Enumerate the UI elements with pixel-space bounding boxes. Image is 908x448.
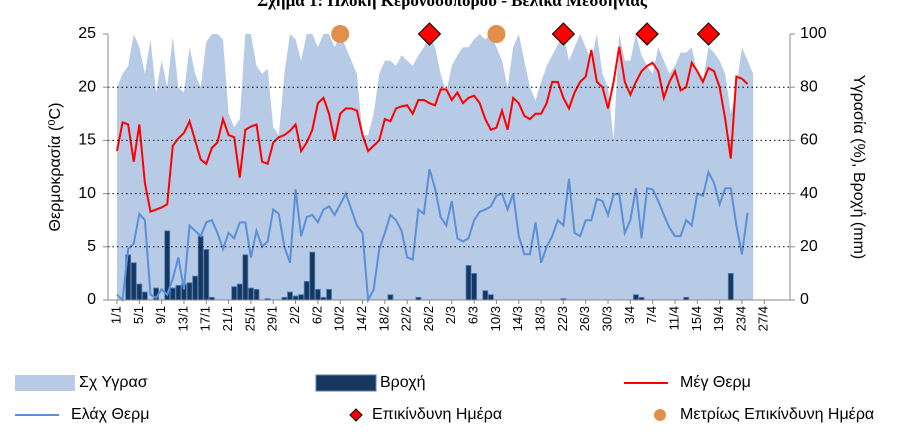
bar: [248, 287, 254, 301]
x-tick-label: 10/3: [488, 306, 503, 331]
bar: [314, 288, 321, 301]
bar: [465, 265, 472, 301]
bar: [727, 272, 734, 301]
bar: [387, 294, 394, 301]
y2-tick-label: 40: [800, 185, 818, 202]
x-tick-label: 22/2: [399, 306, 414, 331]
legend-swatch: [15, 375, 75, 391]
x-tick-label: 10/2: [332, 306, 347, 331]
legend-label: Βροχή: [380, 374, 426, 391]
legend-label: Μετρίως Επικίνδυνη Ημέρα: [680, 406, 874, 423]
x-tick-label: 25/1: [242, 306, 257, 331]
y2-tick-label: 0: [800, 291, 809, 308]
x-tick-label: 26/2: [421, 306, 436, 331]
legend-label: Σχ Υγρασ: [79, 374, 148, 391]
bar: [169, 287, 176, 301]
x-tick-label: 14/2: [354, 306, 369, 331]
x-tick-label: 15/4: [689, 306, 704, 331]
bar: [298, 294, 305, 301]
bar: [633, 294, 639, 301]
x-tick-label: 1/1: [108, 306, 123, 324]
x-tick-label: 5/1: [131, 306, 146, 324]
bar: [309, 251, 316, 301]
y2-tick-label: 80: [800, 78, 818, 95]
bar: [471, 272, 478, 301]
bar: [253, 288, 260, 301]
y-tick-label: 5: [87, 238, 96, 255]
x-tick-label: 30/3: [599, 306, 614, 331]
circle-marker: [487, 25, 506, 43]
plot-area: [116, 22, 754, 304]
legend-label: Επικίνδυνη Ημέρα: [372, 406, 502, 423]
x-tick-label: 3/4: [622, 306, 637, 324]
y-tick-label: 20: [78, 78, 96, 95]
line: [116, 168, 749, 304]
x-tick-label: 26/3: [577, 306, 592, 331]
bar: [326, 288, 332, 301]
chart-title: Σχήμα 1: Πλοκή Κερονοσοπόρου - Βέλικα Με…: [257, 0, 648, 10]
bar: [141, 291, 148, 301]
bar: [287, 291, 293, 301]
y2-tick-label: 100: [800, 25, 827, 42]
y2-tick-label: 20: [800, 238, 818, 255]
x-tick-label: 21/1: [220, 306, 235, 331]
y-axis-title: Θερμοκρασία (⁰C): [47, 103, 64, 232]
x-tick-label: 23/4: [733, 306, 748, 331]
x-tick-label: 9/1: [153, 306, 168, 324]
x-tick-label: 18/3: [533, 306, 548, 331]
x-tick-label: 6/2: [309, 306, 324, 324]
y2-axis-title: Υγρασία (%), Βροχή (mm): [850, 75, 867, 259]
x-tick-label: 29/1: [265, 306, 280, 331]
diamond-marker: [696, 22, 721, 46]
line: [116, 46, 749, 214]
bar: [175, 284, 182, 301]
bar: [487, 294, 494, 301]
diamond-marker: [635, 22, 659, 46]
bar: [203, 249, 210, 301]
x-tick-label: 19/4: [711, 306, 726, 331]
bar: [303, 280, 310, 301]
x-tick-label: 27/4: [756, 306, 771, 331]
x-tick-label: 18/2: [376, 306, 391, 331]
y-tick-label: 10: [78, 185, 96, 202]
x-tick-label: 11/4: [666, 306, 681, 330]
x-tick-label: 6/3: [466, 306, 481, 324]
x-tick-label: 2/3: [443, 306, 458, 324]
bar: [130, 262, 137, 301]
legend-swatch: [654, 409, 666, 421]
legend-label: Ελάχ Θερμ: [71, 406, 149, 423]
y2-tick-label: 60: [800, 132, 818, 149]
diamond-marker: [417, 22, 442, 46]
y-tick-label: 0: [87, 291, 96, 308]
bar: [136, 283, 143, 301]
bar: [482, 290, 489, 301]
bar: [292, 295, 299, 301]
humidity-area: [117, 34, 754, 300]
y-tick-label: 25: [78, 25, 96, 42]
x-tick-label: 17/1: [198, 306, 213, 331]
y-tick-label: 15: [78, 132, 96, 149]
legend-label: Μέγ Θερμ: [680, 374, 751, 391]
bar: [197, 235, 204, 301]
diamond-marker: [551, 22, 576, 46]
x-tick-label: 7/4: [644, 306, 659, 324]
bar: [231, 286, 238, 301]
x-tick-label: 13/1: [175, 306, 190, 331]
bar: [236, 283, 243, 301]
x-tick-label: 2/2: [287, 306, 302, 324]
bar: [186, 282, 193, 301]
bar: [192, 275, 199, 301]
x-tick-label: 22/3: [555, 306, 570, 331]
circle-marker: [331, 25, 350, 43]
x-tick-label: 14/3: [510, 306, 525, 331]
legend-swatch: [315, 374, 377, 392]
bar: [242, 254, 249, 301]
legend-swatch: [349, 408, 363, 422]
